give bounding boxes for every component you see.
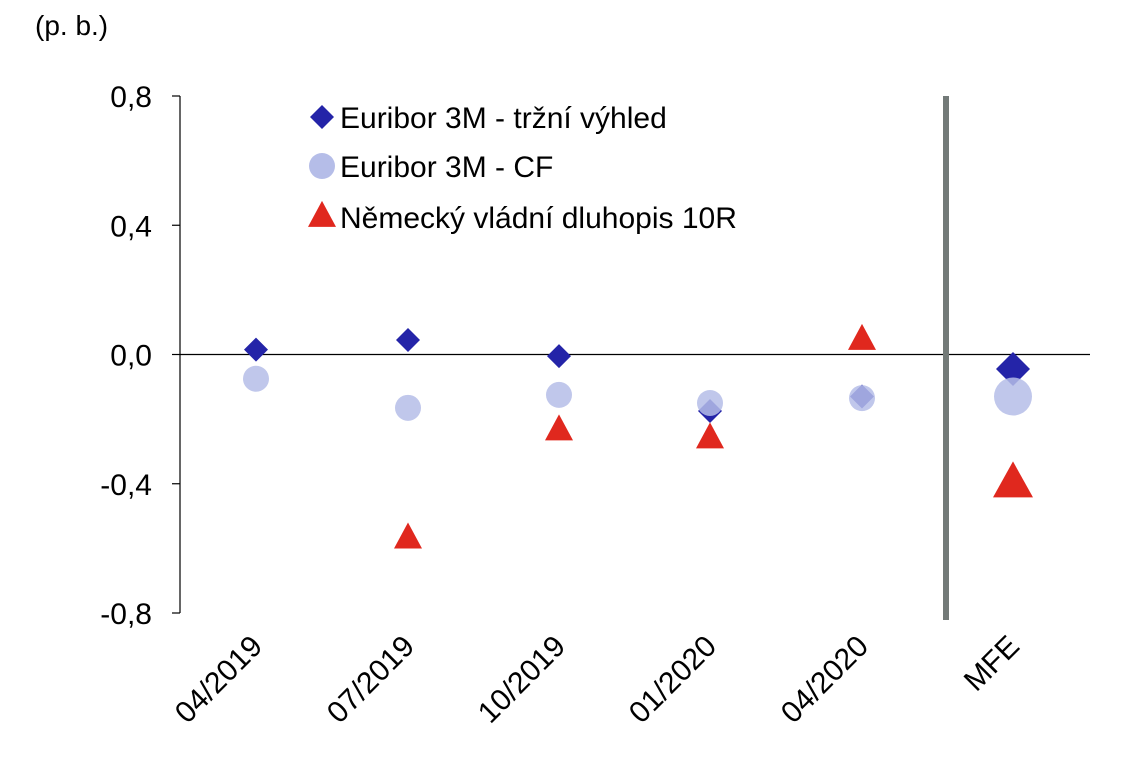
circle-point <box>395 394 421 421</box>
circle-point <box>546 381 572 408</box>
legend-entry: Euribor 3M - tržní výhled <box>340 102 667 135</box>
y-unit-label: (p. b.) <box>35 10 109 41</box>
legend-triangle-icon <box>308 200 336 227</box>
legend: Euribor 3M - tržní výhled Euribor 3M - CF… <box>308 102 737 235</box>
x-tick-label: 10/2019 <box>472 630 572 730</box>
x-tick-label: 04/2019 <box>169 630 269 730</box>
circle-point <box>243 365 269 392</box>
diamond-point <box>996 352 1030 387</box>
diamond-point <box>244 337 268 362</box>
y-tick-label: 0,8 <box>110 81 152 114</box>
x-tick-label: 07/2019 <box>321 630 421 730</box>
y-tick-label: 0,4 <box>110 210 152 243</box>
triangle-point <box>394 522 422 549</box>
circle-point <box>994 377 1032 416</box>
x-tick-label: MFE <box>958 630 1026 698</box>
triangle-point <box>848 323 876 350</box>
series-circle <box>243 365 1032 421</box>
circle-point <box>849 385 875 412</box>
series-diamond <box>244 327 1030 424</box>
triangle-point <box>993 461 1033 498</box>
triangle-point <box>545 414 573 441</box>
legend-entry: Německý vládní dluhopis 10R <box>340 202 737 235</box>
diamond-point <box>547 344 571 369</box>
y-tick-label: 0,0 <box>110 340 152 373</box>
circle-point <box>697 389 723 416</box>
legend-entry: Euribor 3M - CF <box>340 151 553 184</box>
triangle-point <box>696 422 724 449</box>
diamond-point <box>396 327 420 352</box>
y-tick-label: -0,4 <box>100 469 152 502</box>
x-tick-label: 04/2020 <box>775 630 875 730</box>
x-tick-label: 01/2020 <box>623 630 723 730</box>
series-triangle <box>394 323 1033 549</box>
y-tick-label: -0,8 <box>100 598 152 631</box>
legend-circle-icon <box>309 153 335 179</box>
legend-diamond-icon <box>310 105 334 129</box>
